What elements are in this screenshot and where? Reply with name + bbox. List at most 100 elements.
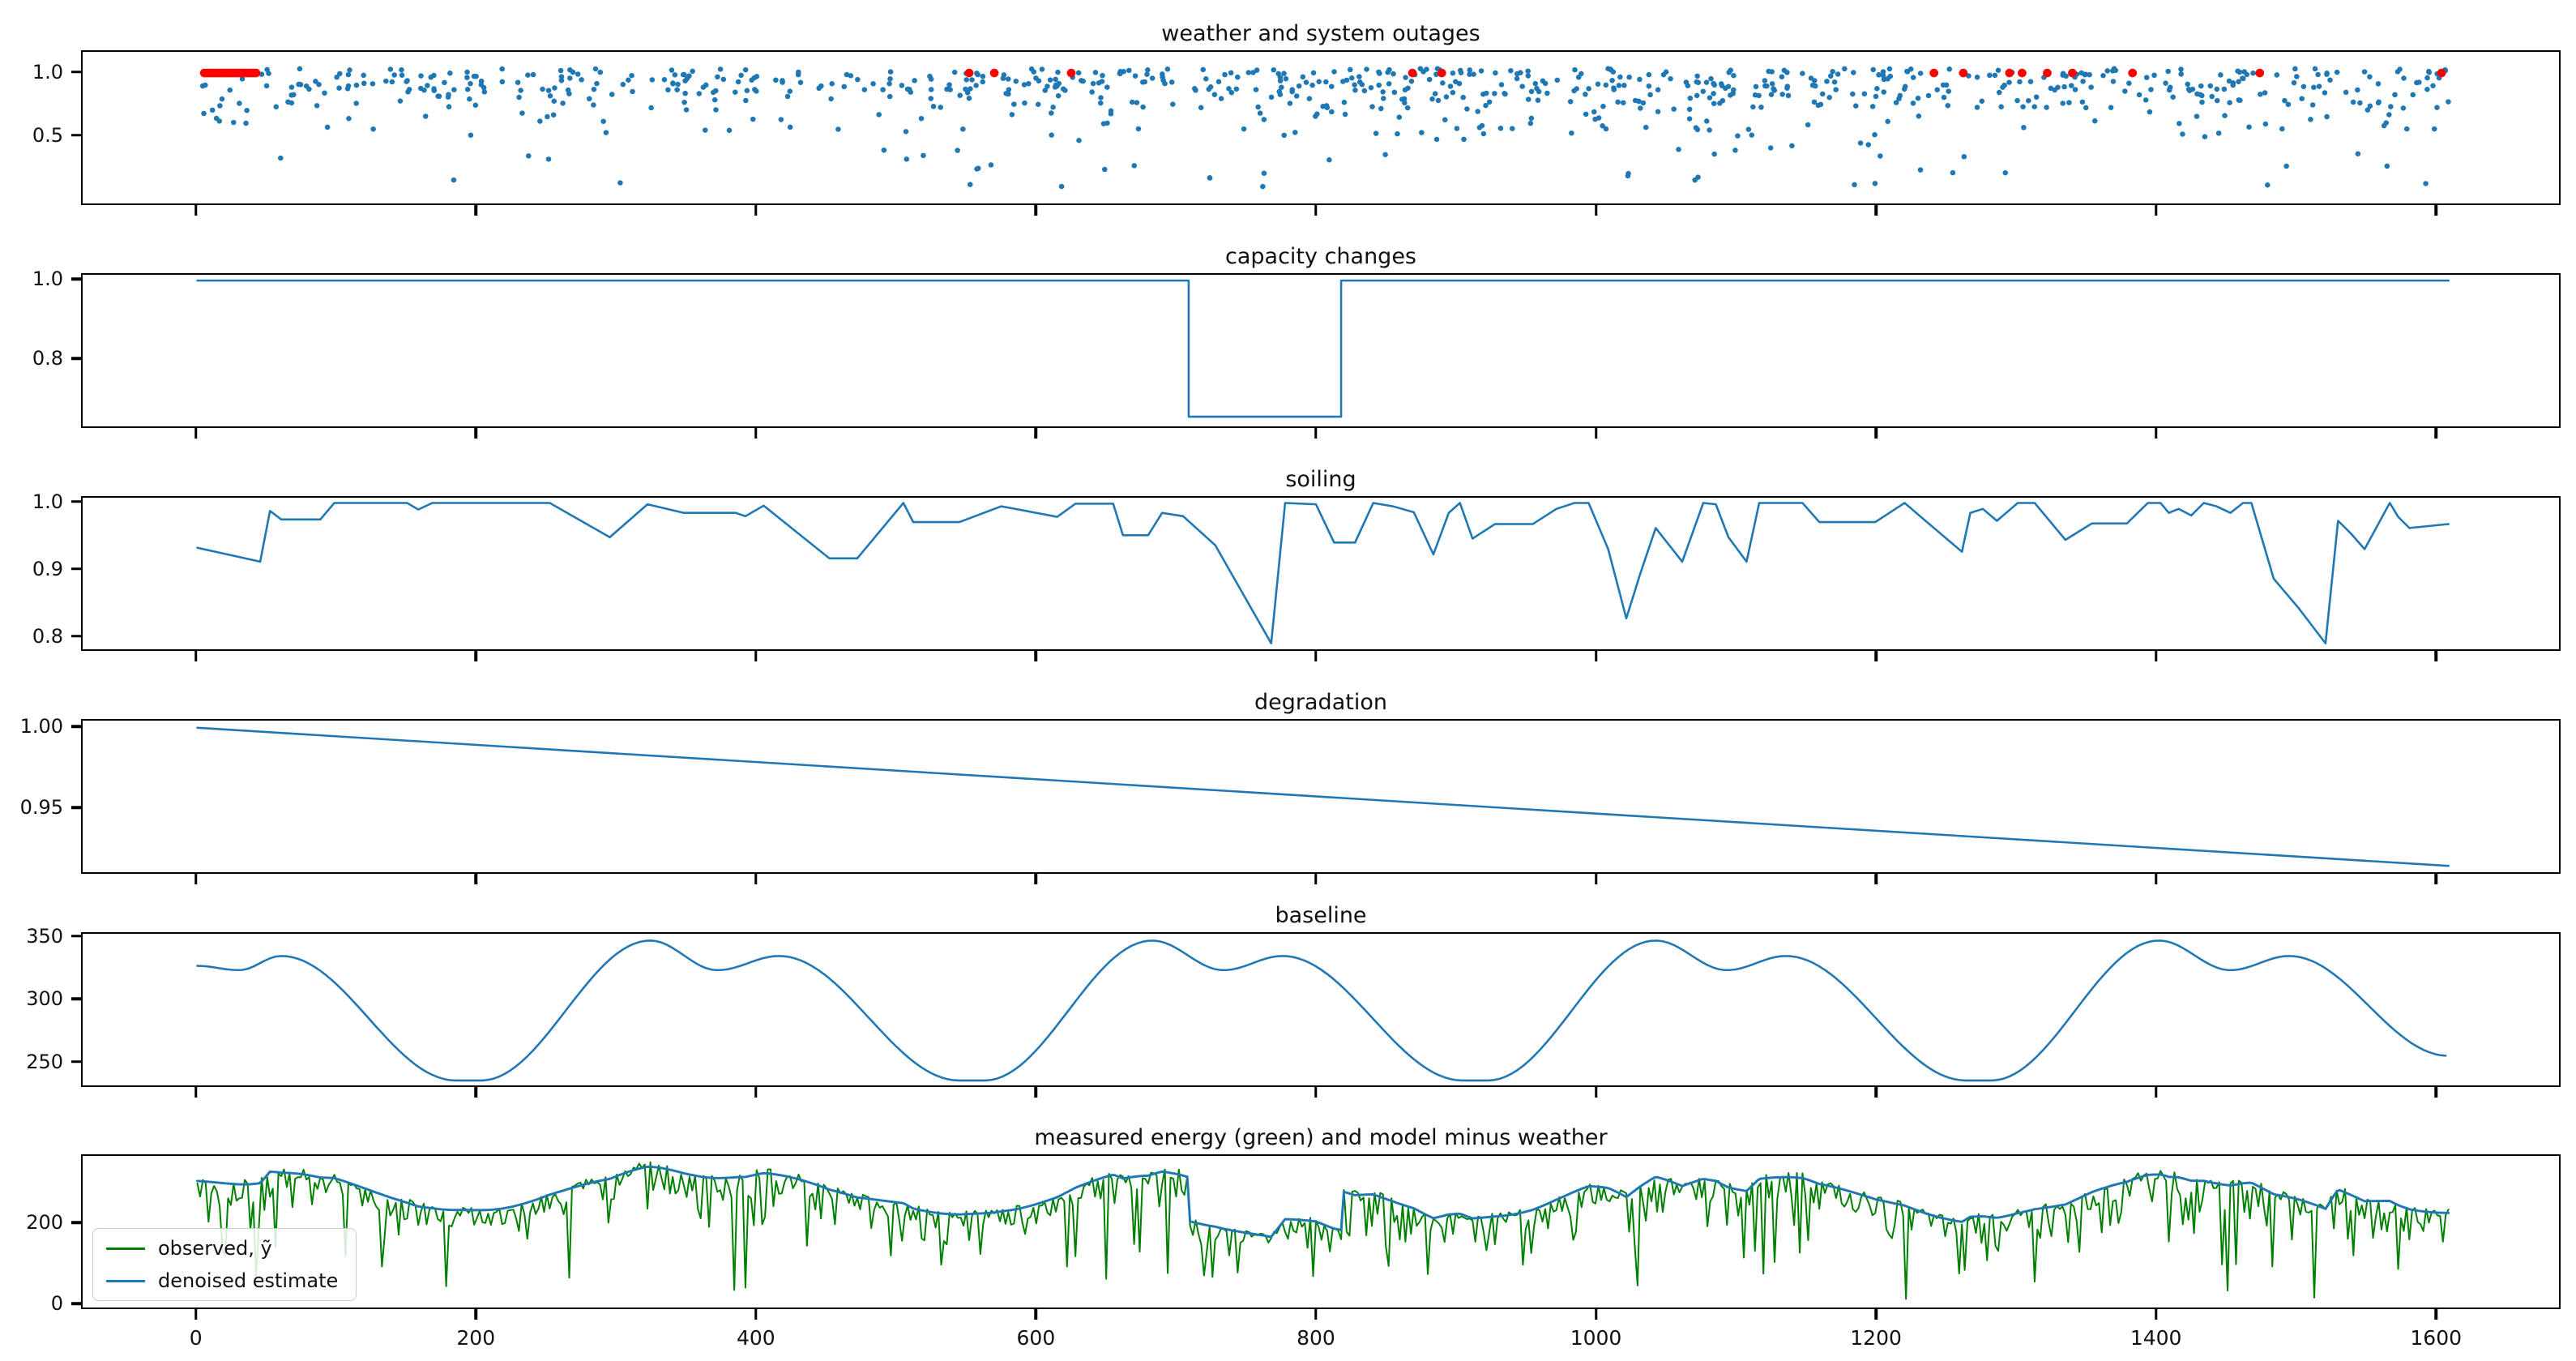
x-tick — [2154, 651, 2158, 661]
x-tick — [1034, 205, 1038, 216]
x-tick — [2434, 205, 2437, 216]
subplot-energy-title: measured energy (green) and model minus … — [1034, 1125, 1608, 1150]
x-tick — [194, 205, 198, 216]
x-tick — [1874, 1087, 1878, 1098]
x-tick — [474, 1087, 477, 1098]
y-tick — [71, 1060, 81, 1064]
x-tick — [1594, 1309, 1598, 1320]
x-tick — [1874, 205, 1878, 216]
x-tick — [2154, 205, 2158, 216]
subplot-energy: measured energy (green) and model minus … — [26, 1125, 2561, 1350]
x-tick — [1034, 1309, 1038, 1320]
y-tick — [71, 1302, 81, 1305]
x-tick-label: 1600 — [2410, 1326, 2463, 1350]
y-tick-label: 0.95 — [19, 796, 63, 819]
subplot-soiling: soiling 1.0 0.9 0.8 — [32, 467, 2561, 661]
y-tick-label: 0.5 — [32, 123, 63, 147]
legend-label-denoised: denoised estimate — [158, 1269, 339, 1292]
x-tick-label: 0 — [189, 1326, 203, 1350]
subplot-degradation-title: degradation — [1254, 690, 1387, 715]
y-tick — [71, 277, 81, 281]
subplot-outages: weather and system outages 1.0 0.5 — [32, 21, 2561, 216]
x-tick — [1034, 874, 1038, 884]
x-tick — [194, 1309, 198, 1320]
y-tick — [71, 806, 81, 809]
x-tick — [1594, 651, 1598, 661]
subplot-degradation-plot — [81, 719, 2561, 874]
x-tick — [2154, 1309, 2158, 1320]
x-tick — [754, 205, 758, 216]
x-tick — [1034, 428, 1038, 439]
legend: observed, ỹ denoised estimate — [92, 1228, 357, 1301]
y-tick-label: 0.9 — [32, 557, 63, 580]
y-tick-label: 0.8 — [32, 347, 63, 370]
x-tick — [2154, 1087, 2158, 1098]
x-tick — [1594, 1087, 1598, 1098]
x-tick — [474, 428, 477, 439]
x-tick-label: 200 — [456, 1326, 496, 1350]
x-tick — [194, 1087, 198, 1098]
x-tick — [474, 651, 477, 661]
y-tick-label: 0.8 — [32, 624, 63, 648]
x-tick — [754, 428, 758, 439]
y-tick-label: 1.0 — [32, 60, 63, 83]
x-tick-label: 1400 — [2130, 1326, 2182, 1350]
x-tick — [1314, 428, 1318, 439]
x-tick — [2154, 428, 2158, 439]
x-tick — [1594, 428, 1598, 439]
x-tick — [1594, 205, 1598, 216]
x-tick-label: 600 — [1016, 1326, 1056, 1350]
capacity-line-canvas — [196, 279, 2450, 418]
subplot-capacity: capacity changes 1.0 0.8 — [32, 244, 2561, 439]
subplot-energy-plot — [81, 1154, 2561, 1309]
observed-line-swatch — [106, 1247, 145, 1250]
y-tick — [71, 1221, 81, 1224]
subplot-baseline-plot — [81, 932, 2561, 1087]
y-tick-label: 1.0 — [32, 490, 63, 513]
degradation-line-canvas — [196, 726, 2450, 867]
subplot-capacity-title: capacity changes — [1225, 244, 1416, 269]
x-tick — [474, 874, 477, 884]
y-tick-label: 250 — [26, 1050, 63, 1073]
y-tick-label: 1.0 — [32, 267, 63, 291]
y-tick — [71, 567, 81, 571]
y-tick — [71, 134, 81, 137]
y-tick-label: 300 — [26, 987, 63, 1011]
x-tick — [194, 874, 198, 884]
x-tick — [754, 651, 758, 661]
subplot-baseline: baseline 350 300 250 — [26, 903, 2561, 1098]
x-tick-label: 400 — [736, 1326, 775, 1350]
x-tick — [474, 1309, 477, 1320]
legend-label-observed: observed, ỹ — [158, 1237, 272, 1260]
x-tick — [1874, 1309, 1878, 1320]
x-tick — [194, 428, 198, 439]
x-tick — [1594, 874, 1598, 884]
x-tick — [2154, 874, 2158, 884]
x-tick-label: 800 — [1297, 1326, 1335, 1350]
y-tick — [71, 70, 81, 74]
legend-row-observed: observed, ỹ — [106, 1237, 338, 1260]
y-tick — [71, 725, 81, 728]
x-tick — [1314, 1309, 1318, 1320]
x-tick — [1034, 1087, 1038, 1098]
x-tick — [1314, 651, 1318, 661]
x-tick — [2434, 874, 2437, 884]
x-tick — [2434, 1309, 2437, 1320]
y-tick — [71, 934, 81, 938]
subplot-outages-title: weather and system outages — [1161, 21, 1480, 46]
x-tick — [1874, 651, 1878, 661]
y-tick — [71, 634, 81, 638]
soiling-line-canvas — [196, 502, 2450, 644]
x-tick — [754, 874, 758, 884]
y-tick-label: 0 — [50, 1292, 63, 1315]
subplot-degradation: degradation 1.00 0.95 — [20, 690, 2561, 884]
x-tick — [1874, 874, 1878, 884]
subplot-capacity-plot — [81, 273, 2561, 428]
x-tick — [474, 205, 477, 216]
x-tick — [1874, 428, 1878, 439]
x-tick — [754, 1309, 758, 1320]
subplot-baseline-title: baseline — [1275, 903, 1367, 928]
x-tick — [754, 1087, 758, 1098]
x-tick — [2434, 1087, 2437, 1098]
